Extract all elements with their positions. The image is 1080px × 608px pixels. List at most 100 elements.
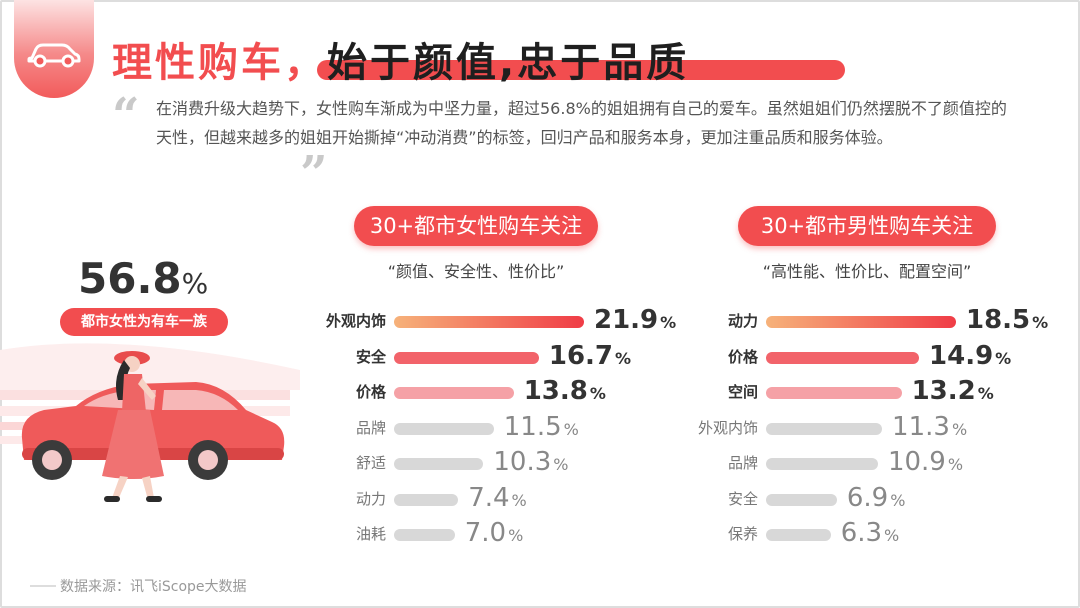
women-value-unit: % [615, 348, 632, 368]
men-category-label: 动力 [727, 312, 758, 330]
men-bar-chart: 动力 18.5% 价格 14.9% 空间 13.2% 外观内饰 11.3% 品牌 10.9% 安全 6… [680, 305, 1050, 550]
title-underline [317, 60, 845, 80]
women-bar [394, 458, 484, 470]
men-category-label: 空间 [727, 383, 758, 401]
women-value: 10.3 [493, 447, 552, 477]
men-value-unit: % [884, 526, 900, 545]
men-bar [766, 458, 878, 470]
women-value-label: 7.0% [465, 518, 524, 548]
open-quote-icon: “ [112, 88, 140, 144]
men-value: 11.3 [892, 411, 950, 442]
women-bar [394, 316, 584, 328]
women-row: 油耗 7.0% [308, 518, 668, 550]
men-row: 动力 18.5% [680, 305, 1048, 337]
men-value-label: 18.5% [966, 305, 1048, 335]
women-row: 舒适 10.3% [308, 447, 668, 479]
men-value: 13.2 [911, 376, 976, 406]
highlight-stat: 56.8% [78, 254, 208, 303]
men-value-label: 6.3% [841, 518, 900, 548]
title-part2: 始于颜值,忠于品质 [327, 40, 690, 86]
men-value-unit: % [951, 419, 968, 439]
men-value-label: 10.9% [888, 447, 963, 477]
title-part1: 理性购车， [112, 40, 327, 86]
intro-text: 在消费升级大趋势下，女性购车渐成为中坚力量，超过56.8%的姐姐拥有自己的爱车。… [156, 99, 1007, 147]
men-row: 保养 6.3% [680, 518, 1040, 550]
men-value: 6.9 [846, 482, 889, 513]
men-value-unit: % [890, 490, 906, 510]
women-value: 21.9 [594, 305, 659, 335]
highlight-unit: % [181, 267, 209, 300]
men-value: 6.3 [840, 518, 883, 548]
women-value-unit: % [553, 455, 569, 474]
women-bar [394, 387, 514, 399]
women-row: 价格 13.8% [308, 376, 668, 408]
men-row: 品牌 10.9% [680, 447, 1040, 479]
title: 理性购车，始于颜值,忠于品质 [112, 24, 845, 86]
men-bar [766, 351, 920, 364]
close-quote-icon: ” [300, 146, 328, 202]
women-value-unit: % [589, 384, 606, 403]
men-value: 18.5 [966, 305, 1031, 335]
men-row: 价格 14.9% [680, 341, 1040, 373]
women-value: 11.5 [503, 411, 562, 442]
women-value-label: 16.7% [549, 341, 631, 371]
women-category-label: 舒适 [355, 454, 386, 472]
women-value: 7.0 [464, 518, 507, 548]
women-row: 品牌 11.5% [308, 412, 668, 444]
women-bar [394, 529, 455, 541]
men-category-label: 安全 [727, 489, 758, 508]
men-value: 14.9 [929, 340, 994, 371]
men-category-label: 保养 [727, 525, 758, 543]
car-icon [27, 43, 81, 68]
women-bar [394, 493, 459, 506]
women-chart-title: 30+都市女性购车关注 [354, 206, 598, 246]
men-value-unit: % [1032, 313, 1049, 332]
men-value-unit: % [995, 348, 1012, 368]
men-value: 10.9 [887, 447, 946, 477]
men-row: 外观内饰 11.3% [680, 412, 1040, 444]
women-row: 外观内饰 21.9% [308, 305, 676, 337]
men-category-label: 品牌 [727, 454, 758, 472]
women-bar [394, 351, 539, 364]
men-category-label: 外观内饰 [697, 418, 758, 437]
men-chart-subtitle: “高性能、性价比、配置空间” [762, 262, 972, 281]
women-value: 7.4 [468, 482, 510, 513]
women-value-label: 21.9% [594, 305, 676, 335]
men-value-label: 14.9% [929, 341, 1011, 371]
men-row: 安全 6.9% [680, 483, 1040, 515]
women-category-label: 动力 [355, 489, 386, 508]
men-value-label: 6.9% [847, 483, 906, 513]
women-value: 16.7 [548, 340, 614, 371]
women-row: 动力 7.4% [308, 483, 668, 515]
car-badge [14, 0, 94, 98]
men-value-unit: % [977, 384, 994, 403]
women-value-label: 11.5% [504, 412, 579, 442]
highlight-badge: 都市女性为有车一族 [60, 308, 228, 336]
woman-car-illustration [0, 343, 300, 502]
men-category-label: 价格 [727, 347, 758, 366]
source-divider [30, 585, 56, 587]
highlight-value: 56.8 [78, 254, 182, 303]
women-value-label: 7.4% [468, 483, 527, 513]
data-source: 数据来源：讯飞iScope大数据 [60, 579, 247, 595]
women-value: 13.8 [523, 376, 588, 406]
men-value-label: 11.3% [892, 412, 967, 442]
women-bar [394, 422, 494, 435]
men-row: 空间 13.2% [680, 376, 1040, 408]
women-category-label: 安全 [355, 347, 386, 366]
women-value-unit: % [660, 313, 677, 332]
women-category-label: 价格 [355, 383, 386, 401]
men-bar [766, 422, 883, 435]
women-value-label: 10.3% [493, 447, 568, 477]
women-value-unit: % [508, 526, 524, 545]
men-bar [766, 493, 837, 506]
women-category-label: 油耗 [355, 525, 386, 543]
men-bar [766, 529, 831, 541]
men-value-unit: % [947, 455, 964, 474]
women-value-unit: % [511, 490, 527, 510]
men-value-label: 13.2% [912, 376, 994, 406]
page-title: 理性购车，始于颜值,忠于品质 [112, 30, 689, 88]
women-bar-chart: 外观内饰 21.9% 安全 16.7% 价格 13.8% 品牌 11.5% 舒适 10.3% 动力 7… [308, 305, 676, 550]
men-bar [766, 316, 956, 328]
